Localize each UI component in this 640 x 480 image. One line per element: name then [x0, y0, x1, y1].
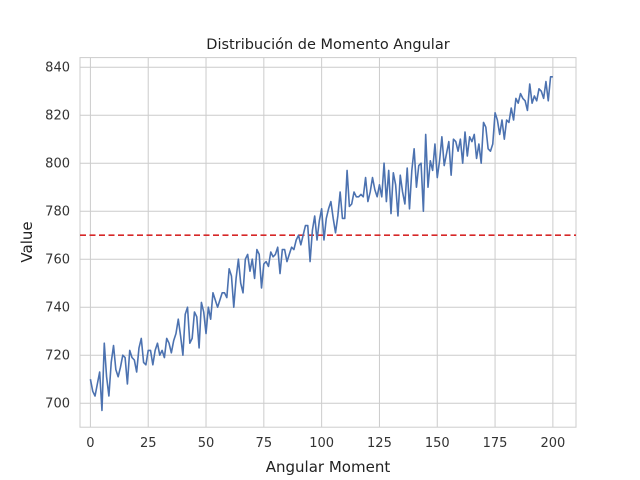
- chart-title: Distribución de Momento Angular: [206, 37, 449, 53]
- y-tick-label: 800: [45, 157, 70, 172]
- y-tick-labels: 700 720 740 760 780 800 820 840: [45, 61, 70, 412]
- series-line: [89, 76, 553, 412]
- x-axis-label: Angular Moment: [266, 458, 391, 476]
- y-axis-label: Value: [18, 221, 36, 262]
- y-tick-label: 700: [45, 397, 70, 412]
- x-tick-label: 50: [198, 436, 215, 451]
- x-tick-label: 25: [140, 436, 157, 451]
- y-tick-label: 720: [45, 349, 70, 364]
- series-layer: [89, 76, 553, 412]
- x-tick-label: 125: [367, 436, 392, 451]
- y-tick-label: 780: [45, 205, 70, 220]
- y-tick-label: 740: [45, 301, 70, 316]
- x-tick-label: 0: [86, 436, 94, 451]
- y-tick-label: 820: [45, 109, 70, 124]
- x-tick-label: 175: [483, 436, 508, 451]
- y-tick-label: 840: [45, 61, 70, 76]
- x-tick-label: 75: [256, 436, 273, 451]
- x-tick-label: 100: [309, 436, 334, 451]
- plot-area-frame: [79, 57, 577, 428]
- y-tick-label: 760: [45, 253, 70, 268]
- x-tick-label: 200: [540, 436, 565, 451]
- grid: [80, 57, 576, 428]
- x-tick-label: 150: [425, 436, 450, 451]
- x-tick-labels: 0 25 50 75 100 125 150 175 200: [86, 436, 565, 451]
